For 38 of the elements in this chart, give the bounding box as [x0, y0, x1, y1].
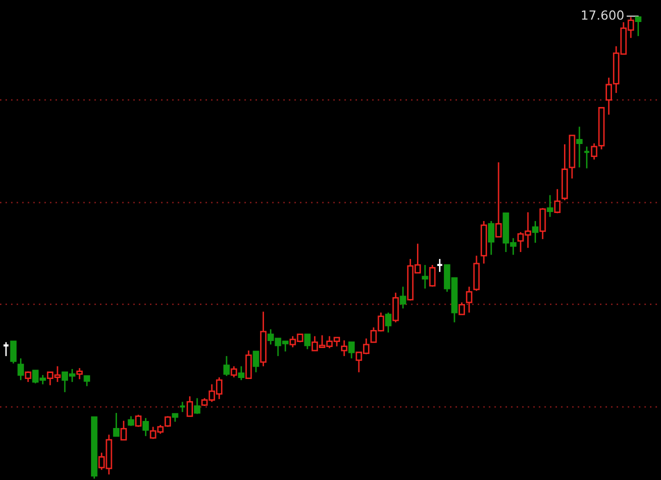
candlestick [340, 340, 348, 357]
candlestick [392, 292, 399, 324]
candlestick [385, 312, 392, 334]
candlestick [18, 358, 24, 381]
candlestick [532, 220, 538, 244]
candlestick [436, 258, 444, 273]
candlestick [84, 375, 90, 387]
candlestick [238, 366, 244, 381]
candlestick [458, 302, 465, 316]
candlestick [429, 264, 436, 288]
candlestick [554, 188, 561, 214]
candlestick [539, 207, 546, 240]
candlestick [576, 126, 583, 168]
candlestick [252, 350, 260, 373]
candlestick [546, 194, 554, 218]
candlestick [245, 350, 252, 379]
candlestick [76, 367, 83, 380]
candlestick [422, 264, 428, 290]
candlestick [223, 355, 230, 377]
candlestick [10, 340, 17, 364]
candlestick [178, 401, 186, 413]
candlestick [304, 334, 311, 350]
candlestick [113, 412, 120, 437]
candlestick [142, 417, 149, 437]
candlestick [488, 220, 494, 256]
candlestick [400, 286, 406, 310]
candlestick [135, 414, 142, 428]
candlestick [466, 286, 472, 314]
candlestick [186, 396, 193, 417]
candlestick [194, 397, 200, 415]
annotation: 17.600 [582, 10, 624, 20]
candlestick [120, 420, 127, 440]
candlestick [128, 415, 134, 427]
candlestick [583, 146, 590, 170]
candlestick [635, 15, 642, 37]
candlestick [230, 366, 238, 378]
candlestick [348, 342, 355, 360]
candlestick [495, 162, 502, 238]
